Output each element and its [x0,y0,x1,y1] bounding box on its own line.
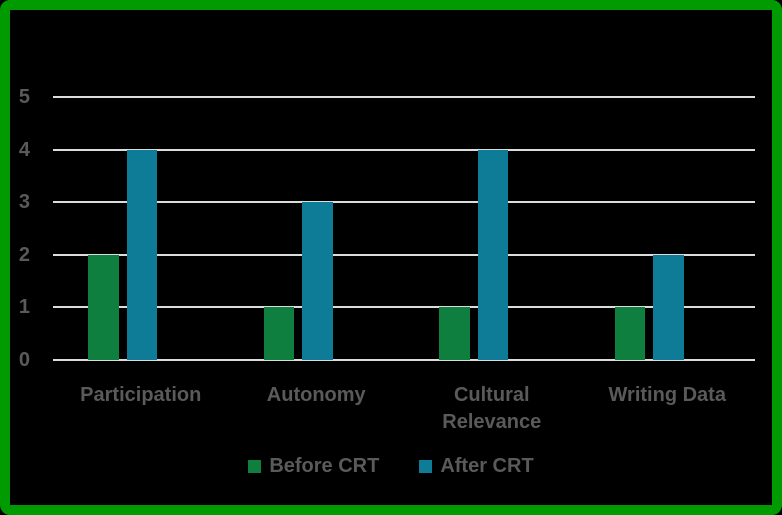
legend-label: After CRT [440,455,534,477]
y-axis-tick-label: 2 [18,243,30,266]
chart-stage: 0 1 2 3 4 5 Participation Autonomy Cultural Rel… [10,10,772,505]
gridline [53,359,755,361]
category-label: Cultural Relevance [442,384,542,433]
bar-before-crt [614,307,646,360]
gridline [53,201,755,204]
gridline [53,306,755,309]
y-axis-tick-label: 4 [18,138,30,161]
bar-group-cultural-relevance [404,97,580,360]
category-label: Autonomy [266,384,366,406]
bar-before-crt [263,307,295,360]
bar-before-crt [88,254,119,360]
category-label: Participation [80,384,202,406]
category-label: Writing Data [608,384,726,406]
y-axis-tick-label: 0 [18,349,30,371]
gridlines [53,96,755,361]
y-axis-tick-label: 3 [18,191,30,214]
legend-item-before-crt: Before CRT [248,456,379,476]
x-axis-category-labels: Participation Autonomy Cultural Relevance W… [53,382,755,436]
y-axis: 0 1 2 3 4 5 [10,87,42,370]
category-label-cell: Autonomy [229,382,405,436]
category-label-cell: Participation [53,382,229,436]
bar-group-writing-data [580,97,756,360]
category-label-cell: Cultural Relevance [404,382,580,436]
legend-swatch-icon [419,459,433,473]
legend-label: Before CRT [269,455,380,477]
y-axis-tick-label: 1 [18,296,30,319]
bar-after-crt [302,202,333,360]
y-axis-tick-label: 5 [18,86,30,108]
legend: Before CRT After CRT [10,456,772,476]
gridline [53,253,755,256]
bar-after-crt [126,149,158,360]
gridline [53,96,755,98]
bar-after-crt [477,149,509,360]
legend-swatch-icon [248,459,262,473]
bar-groups [53,97,755,360]
category-label-cell: Writing Data [580,382,756,436]
bar-before-crt [439,307,470,360]
plot-area [53,96,755,361]
bar-after-crt [653,254,684,360]
legend-item-after-crt: After CRT [419,455,534,477]
bar-group-autonomy [229,97,405,360]
bar-group-participation [53,97,229,360]
gridline [53,148,755,151]
